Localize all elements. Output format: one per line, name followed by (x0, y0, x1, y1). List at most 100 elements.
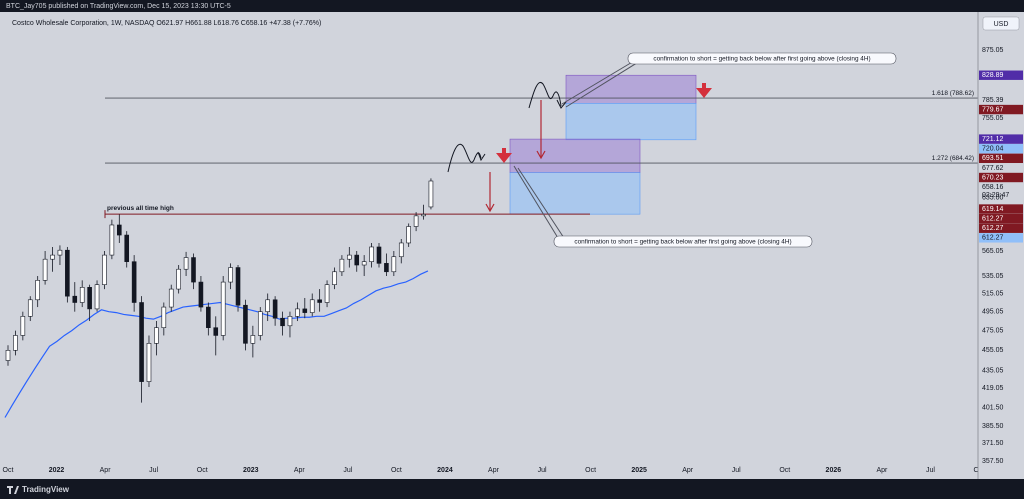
price-tag (979, 223, 1023, 233)
candle-body (428, 180, 434, 208)
callout-line (513, 165, 559, 239)
candle-body (391, 256, 397, 273)
candle-body (287, 316, 293, 327)
y-tick-label: 401.50 (982, 405, 1004, 412)
price-tag-label: 693.51 (982, 155, 1004, 162)
candle-body (243, 304, 248, 344)
x-tick-label: 2026 (826, 467, 842, 474)
candle-body (369, 246, 374, 262)
overlay: confirmation to short = getting back bel… (447, 52, 897, 248)
brand: TradingView (22, 485, 70, 494)
candle-body (309, 299, 315, 313)
axis-labels: 875.05 755.05 635.00 565.05 535.05 515.05 495.… (979, 47, 1023, 465)
candle-body (376, 246, 382, 264)
y-tick-label: 385.50 (982, 423, 1004, 430)
y-tick-label: 435.05 (982, 368, 1004, 375)
y-tick-label: 535.05 (982, 273, 1004, 280)
callout-text: confirmation to short = getting back bel… (653, 56, 870, 63)
x-tick-label: Oct (197, 467, 208, 474)
candle-body (79, 287, 85, 303)
price-tag (979, 233, 1023, 243)
x-tick-label: 2024 (437, 467, 453, 474)
currency[interactable]: USD (994, 21, 1009, 28)
moving-average (4, 270, 429, 418)
x-tick-label: Apr (294, 467, 306, 474)
price-tag-label: 779.67 (982, 106, 1004, 113)
price-tag-label: 612.27 (982, 235, 1004, 242)
candle-body (317, 299, 322, 303)
logo (7, 486, 19, 494)
candle-body (20, 316, 26, 336)
candle-body (257, 311, 263, 336)
price-axis (978, 12, 1024, 479)
callout (627, 52, 897, 65)
level-label: 1.272 (684.42) (932, 155, 974, 162)
zone-upper (565, 74, 697, 104)
sketch-arrow (477, 151, 486, 162)
candle-body (87, 287, 92, 310)
zone-lower (509, 172, 641, 215)
candle-body (361, 261, 367, 266)
candle-body (339, 258, 345, 273)
candle-body (228, 267, 233, 283)
price-tag-label: 658.16 (982, 184, 1004, 191)
sketch (528, 82, 562, 109)
candle-body (57, 249, 63, 256)
ath-label: previous all time high (107, 205, 174, 212)
price-tag (979, 70, 1023, 80)
candle-body (272, 299, 278, 319)
candle-body (191, 257, 196, 283)
currency-button[interactable] (982, 16, 1020, 31)
x-tick-label: Apr (876, 467, 888, 474)
candle-body (265, 299, 271, 312)
price-tag (979, 104, 1023, 115)
candle-body (50, 254, 55, 260)
candle-body (139, 302, 144, 382)
x-tick-label: 2025 (631, 467, 647, 474)
x-tick-label: Oct (3, 467, 14, 474)
x-tick-label: 2022 (49, 467, 65, 474)
callout-line (561, 60, 635, 105)
candle-body (406, 226, 411, 244)
y-tick-label: 495.05 (982, 308, 1004, 315)
zone-upper (509, 138, 641, 173)
candle-body (183, 257, 189, 270)
candle-body (250, 335, 256, 344)
candle-body (124, 234, 130, 262)
candle-body (168, 288, 174, 308)
price-tag-label: 612.27 (982, 225, 1004, 232)
price-tag-label: 670.23 (982, 174, 1004, 181)
plot: 1.618 (788.62) 1.272 (684.42) previous all… (3, 74, 984, 474)
price-tag (979, 204, 1023, 214)
candle-body (206, 306, 211, 329)
chart-area (0, 12, 1024, 479)
candle-body (109, 224, 115, 256)
x-tick-label: Apr (100, 467, 112, 474)
x-tick-label: 2023 (243, 467, 259, 474)
x-tick-label: Oct (779, 467, 790, 474)
price-tag-label: 785.39 (982, 97, 1004, 104)
candle-body (235, 267, 241, 306)
candle-body (220, 281, 226, 336)
sketch-arrow (556, 99, 567, 109)
price-tag-label: 612.27 (982, 215, 1004, 222)
red-arrow (696, 83, 712, 98)
price-tag (979, 134, 1023, 144)
candle-body (347, 254, 352, 260)
candle-body (131, 261, 137, 303)
callout-line (517, 167, 565, 239)
candle-body (354, 254, 360, 266)
price-tag-label: 619.14 (982, 206, 1004, 213)
candle-body (295, 308, 300, 317)
candle-body (413, 215, 419, 227)
price-tag (979, 153, 1023, 164)
candle-body (35, 280, 40, 301)
x-tick-label: Apr (488, 467, 500, 474)
callout-text: confirmation to short = getting back bel… (574, 239, 791, 246)
level-label: 1.618 (788.62) (932, 90, 974, 97)
candle-body (332, 271, 337, 285)
x-tick-label: Jul (538, 467, 547, 474)
zone-lower (565, 103, 697, 141)
x-tick-label: Apr (682, 467, 694, 474)
countdown: 02:29:47 (982, 192, 1009, 199)
